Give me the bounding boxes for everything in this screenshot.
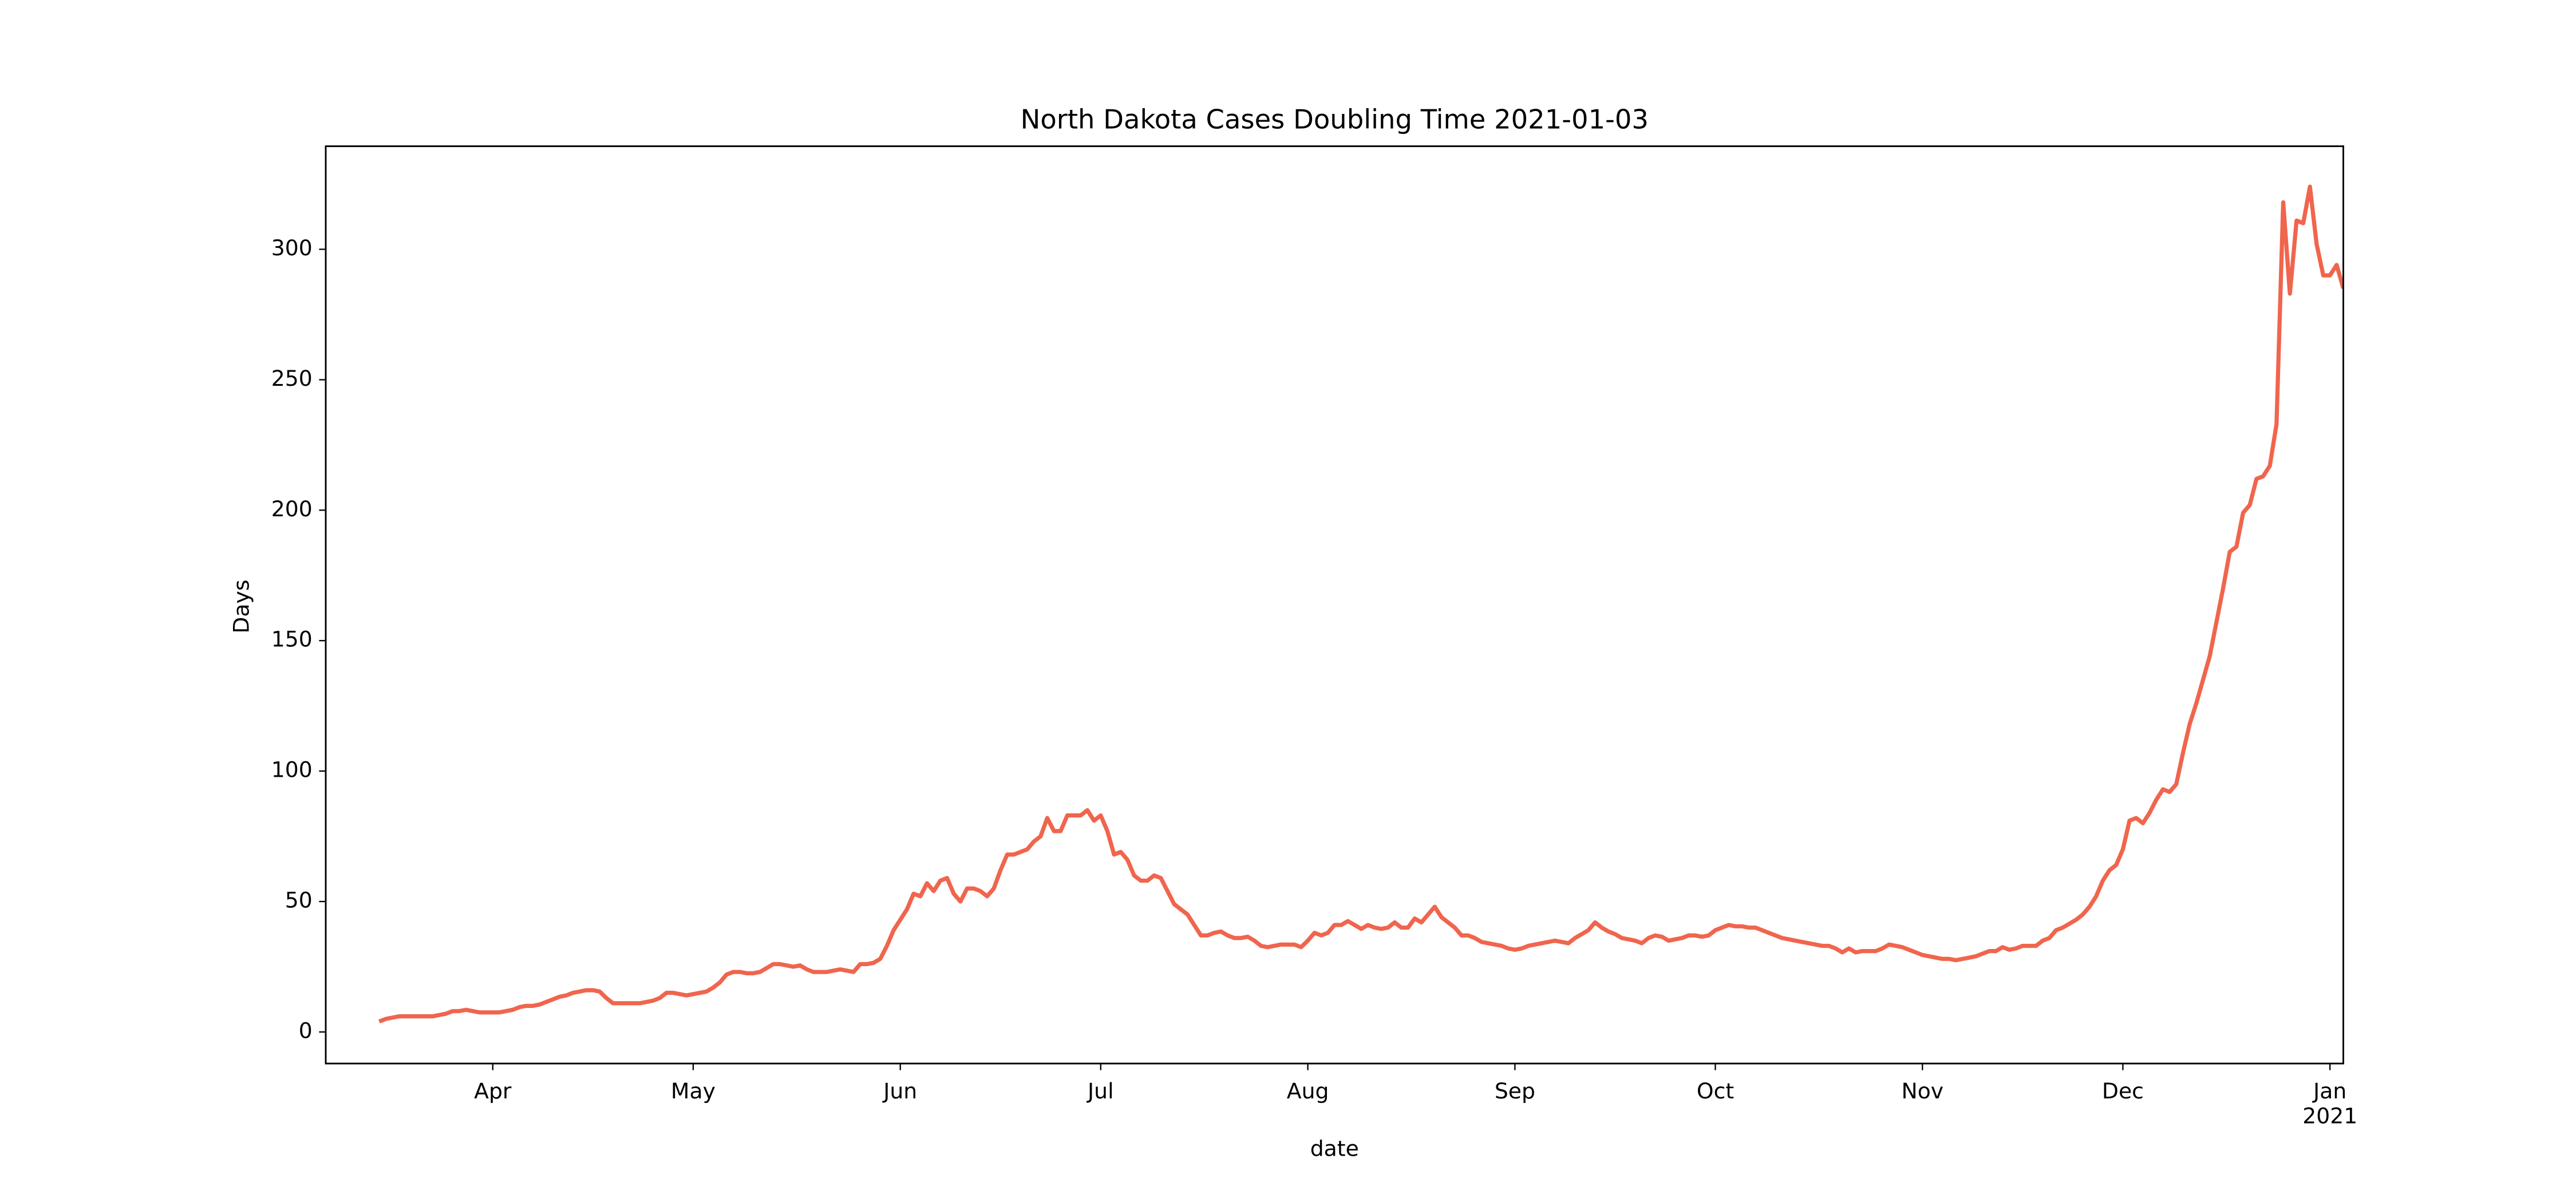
x-tick-label: Jan 2021 <box>2302 1078 2357 1129</box>
x-tick-label: Dec <box>2102 1078 2144 1104</box>
x-tick-label: Apr <box>474 1078 512 1104</box>
x-tick-label: Oct <box>1697 1078 1734 1104</box>
y-tick-label: 300 <box>271 235 313 260</box>
x-tick-label: Jul <box>1086 1078 1114 1104</box>
data-line <box>378 184 2344 1024</box>
x-tick-label: Sep <box>1495 1078 1535 1104</box>
y-tick-label: 250 <box>271 366 313 391</box>
x-tick-label: Jun <box>882 1078 917 1104</box>
x-axis-label: date <box>1310 1136 1359 1161</box>
y-tick-label: 100 <box>271 757 313 782</box>
y-axis-label: Days <box>228 580 254 634</box>
chart-title: North Dakota Cases Doubling Time 2021-01… <box>1021 104 1649 135</box>
x-tick-label: May <box>671 1078 716 1104</box>
y-tick-label: 200 <box>271 496 313 521</box>
y-tick-label: 50 <box>285 888 313 913</box>
x-tick-label: Nov <box>1901 1078 1943 1104</box>
y-tick-label: 0 <box>299 1018 313 1043</box>
plot-frame <box>325 145 2344 1065</box>
y-tick-label: 150 <box>271 627 313 652</box>
x-tick-label: Aug <box>1287 1078 1329 1104</box>
